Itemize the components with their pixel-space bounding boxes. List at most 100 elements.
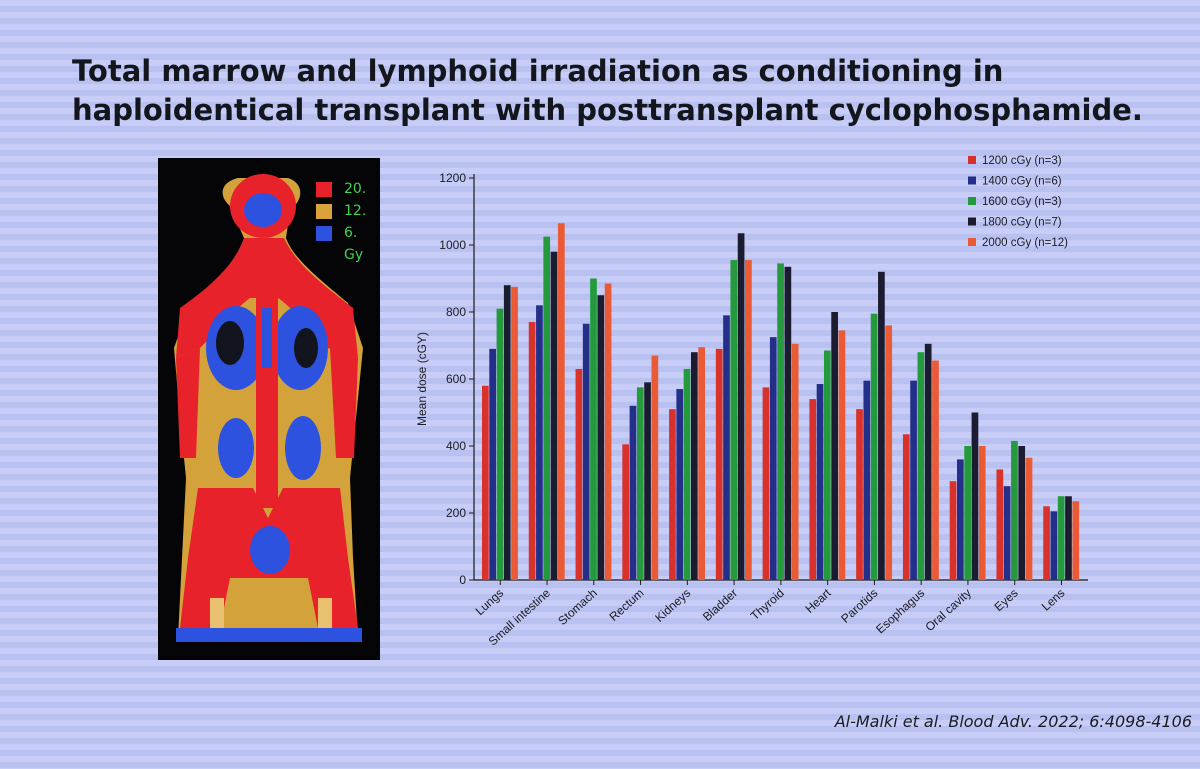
citation: Al-Malki et al. Blood Adv. 2022; 6:4098-… bbox=[834, 712, 1192, 731]
dose-unit-label: Gy bbox=[344, 247, 364, 263]
dose-label: 6. bbox=[344, 225, 358, 241]
bar bbox=[902, 434, 910, 580]
x-tick-label: Bladder bbox=[700, 586, 740, 624]
x-tick-label: Kidneys bbox=[652, 586, 693, 625]
bar bbox=[777, 263, 784, 580]
legend-label: 1200 cGy (n=3) bbox=[982, 155, 1062, 167]
y-tick-label: 600 bbox=[446, 372, 466, 386]
x-tick-label: Oral cavity bbox=[922, 586, 973, 634]
bar bbox=[745, 260, 752, 580]
bar bbox=[1043, 506, 1050, 580]
bar bbox=[590, 278, 597, 580]
legend-label: 1800 cGy (n=7) bbox=[982, 217, 1062, 229]
bar bbox=[503, 285, 511, 580]
legend-label: 2000 cGy (n=12) bbox=[982, 237, 1068, 249]
bar bbox=[863, 380, 871, 580]
dose-legend-item: 20. bbox=[316, 178, 366, 200]
bar bbox=[676, 389, 684, 580]
dose-legend-item: Gy bbox=[316, 244, 366, 266]
bar bbox=[511, 286, 518, 580]
bar bbox=[622, 444, 630, 580]
mean-dose-bar-chart: 0 200 400 600 800 1000 1200 Mean dose (cGY) Lung… bbox=[415, 155, 1088, 648]
bar bbox=[809, 399, 817, 580]
bar bbox=[1065, 496, 1072, 580]
body-dose-map bbox=[174, 174, 363, 642]
bar bbox=[1003, 486, 1011, 580]
legend-swatch bbox=[968, 176, 976, 185]
bar bbox=[575, 368, 583, 580]
bar bbox=[978, 446, 986, 580]
bar bbox=[698, 347, 705, 580]
bar bbox=[784, 266, 792, 580]
bar bbox=[723, 315, 730, 580]
bar bbox=[831, 312, 838, 580]
bar bbox=[550, 251, 558, 580]
bar bbox=[949, 481, 957, 580]
bar bbox=[762, 387, 770, 580]
x-tick-label: Esophagus bbox=[873, 586, 927, 637]
bar bbox=[910, 380, 917, 580]
bar bbox=[996, 469, 1004, 580]
dose-legend-item: 12. bbox=[316, 200, 366, 222]
legend-swatch bbox=[968, 156, 976, 164]
bar bbox=[1025, 457, 1033, 580]
bar bbox=[543, 236, 551, 580]
dose-swatch bbox=[316, 225, 332, 241]
bar bbox=[932, 360, 939, 580]
bar bbox=[885, 325, 893, 580]
bar bbox=[482, 385, 489, 580]
bar bbox=[536, 305, 543, 580]
dose-swatch bbox=[316, 203, 332, 219]
bar bbox=[917, 352, 925, 580]
bar bbox=[496, 308, 504, 580]
bar bbox=[629, 405, 637, 580]
legend-swatch bbox=[968, 217, 976, 226]
bar bbox=[791, 343, 799, 580]
y-tick-label: 200 bbox=[446, 506, 466, 520]
legend-label: 1600 cGy (n=3) bbox=[982, 196, 1062, 208]
dose-legend-item: 6. bbox=[316, 222, 366, 244]
bar bbox=[528, 322, 536, 580]
y-tick-label: 800 bbox=[446, 305, 466, 319]
bar bbox=[1050, 511, 1058, 580]
x-tick-label: Lens bbox=[1039, 586, 1068, 614]
bar bbox=[604, 283, 612, 580]
bar bbox=[582, 323, 590, 580]
bar bbox=[557, 223, 565, 580]
x-tick-label: Eyes bbox=[992, 586, 1021, 614]
x-tick-label: Parotids bbox=[838, 586, 880, 626]
x-tick-label: Stomach bbox=[555, 586, 600, 628]
bar bbox=[730, 260, 738, 580]
bar bbox=[1018, 446, 1026, 580]
bar bbox=[1011, 440, 1018, 580]
legend-swatch bbox=[968, 238, 976, 246]
x-tick-label: Rectum bbox=[606, 586, 646, 624]
bar bbox=[769, 337, 777, 580]
bar bbox=[971, 412, 979, 580]
bar bbox=[690, 352, 698, 580]
bar bbox=[636, 387, 644, 580]
dose-label: 20. bbox=[344, 181, 367, 197]
y-tick-label: 400 bbox=[446, 439, 466, 453]
y-tick-label: 1000 bbox=[439, 238, 466, 252]
bar bbox=[1057, 496, 1065, 580]
bar bbox=[838, 330, 846, 580]
bar bbox=[924, 343, 932, 580]
bar bbox=[964, 446, 971, 580]
dose-legend: 20. 12. 6. Gy bbox=[316, 178, 366, 266]
dose-distribution-image: 20. 12. 6. Gy bbox=[158, 158, 380, 660]
bar bbox=[816, 384, 824, 580]
y-tick-label: 1200 bbox=[439, 171, 466, 185]
slide-title: Total marrow and lymphoid irradiation as… bbox=[72, 54, 1143, 127]
x-tick-label: Thyroid bbox=[748, 586, 787, 623]
dose-label: 12. bbox=[344, 203, 367, 219]
y-axis-label: Mean dose (cGY) bbox=[415, 332, 429, 426]
dose-swatch bbox=[316, 181, 332, 197]
bar bbox=[669, 409, 676, 580]
bar bbox=[878, 271, 885, 580]
bar bbox=[651, 355, 659, 580]
bar bbox=[597, 295, 605, 580]
legend-swatch bbox=[968, 197, 976, 205]
bar bbox=[956, 459, 964, 580]
y-tick-label: 0 bbox=[459, 573, 466, 587]
